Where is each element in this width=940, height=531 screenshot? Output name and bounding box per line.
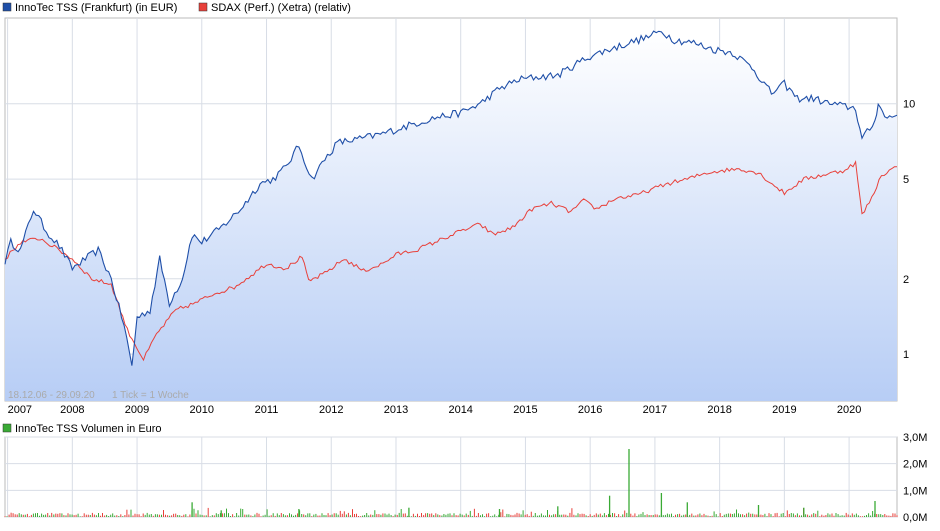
innotec-area-fill xyxy=(5,31,897,401)
legend-swatch-sdax xyxy=(198,2,208,12)
volume-chart: 0,0M 1,0M 2,0M 3,0M xyxy=(4,432,927,524)
legend-label-sdax: SDAX (Perf.) (Xetra) (relativ) xyxy=(211,2,351,14)
volume-y-tick-label: 2,0M xyxy=(903,459,927,471)
x-tick-label: 2014 xyxy=(448,404,472,416)
innotec-series-line xyxy=(4,30,898,366)
y-tick-label: 2 xyxy=(903,274,909,286)
x-tick-label: 2008 xyxy=(60,404,84,416)
volume-plot-frame xyxy=(4,436,898,518)
x-tick-label: 2010 xyxy=(190,404,214,416)
x-tick-label: 2011 xyxy=(255,404,279,416)
y-tick-label: 5 xyxy=(903,174,909,186)
date-range-label: 18.12.06 - 29.09.20 xyxy=(8,390,95,401)
volume-chart-title: InnoTec TSS Volumen in Euro xyxy=(15,423,162,435)
x-tick-label: 2018 xyxy=(707,404,731,416)
price-chart: 1 2 5 10 2007 2008 2009 2010 2011 2012 2013 2014 20… xyxy=(4,17,915,416)
x-tick-label: 2019 xyxy=(772,404,796,416)
y-tick-label: 10 xyxy=(903,99,915,111)
x-tick-label: 2020 xyxy=(837,404,861,416)
x-tick-label: 2009 xyxy=(125,404,149,416)
x-tick-label: 2015 xyxy=(513,404,537,416)
volume-y-tick-label: 1,0M xyxy=(903,485,927,497)
tick-interval-label: 1 Tick = 1 Woche xyxy=(112,390,189,401)
x-tick-label: 2013 xyxy=(384,404,408,416)
x-tick-label: 2016 xyxy=(578,404,602,416)
y-tick-label: 1 xyxy=(903,349,909,361)
sdax-series-line xyxy=(4,160,897,362)
volume-y-tick-label: 3,0M xyxy=(903,432,927,444)
x-tick-label: 2017 xyxy=(643,404,667,416)
volume-legend-swatch xyxy=(2,423,12,433)
x-tick-label: 2012 xyxy=(319,404,343,416)
legend-label-innotec: InnoTec TSS (Frankfurt) (in EUR) xyxy=(15,2,177,14)
x-tick-label: 2007 xyxy=(8,404,32,416)
volume-y-tick-label: 0,0M xyxy=(903,512,927,524)
legend-swatch-innotec xyxy=(2,2,12,12)
